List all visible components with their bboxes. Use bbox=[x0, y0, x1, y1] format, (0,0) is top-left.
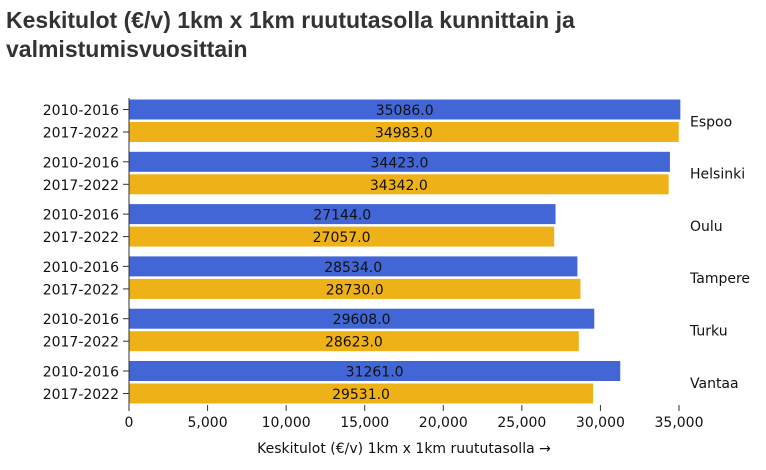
bar-value-label: 35086.0 bbox=[376, 103, 434, 119]
period-label: 2017-2022 bbox=[43, 178, 119, 194]
x-tick-label: 25,000 bbox=[497, 415, 546, 431]
bar-oulu-2010-2016 bbox=[129, 204, 556, 225]
group-label: Espoo bbox=[690, 114, 732, 130]
period-label: 2010-2016 bbox=[43, 208, 119, 224]
bar-tampere-2017-2022 bbox=[129, 278, 581, 299]
group-label: Turku bbox=[689, 323, 728, 339]
chart-title: Keskitulot (€/v) 1km x 1km ruututasolla … bbox=[6, 7, 575, 62]
period-label: 2017-2022 bbox=[43, 335, 119, 351]
bar-value-label: 31261.0 bbox=[346, 365, 404, 381]
period-label: 2017-2022 bbox=[43, 282, 119, 298]
bar-value-label: 34342.0 bbox=[370, 178, 428, 194]
period-label: 2010-2016 bbox=[43, 365, 119, 381]
x-tick-label: 20,000 bbox=[419, 415, 468, 431]
bar-vantaa-2010-2016 bbox=[129, 361, 621, 381]
bar-value-label: 29531.0 bbox=[332, 387, 390, 403]
bar-value-label: 29608.0 bbox=[333, 312, 391, 328]
bar-value-label: 28623.0 bbox=[325, 335, 383, 351]
bar-value-label: 28730.0 bbox=[326, 282, 384, 298]
x-tick-label: 35,000 bbox=[655, 415, 704, 431]
x-tick-label: 0 bbox=[125, 415, 134, 431]
group-label: Tampere bbox=[689, 271, 750, 287]
period-label: 2010-2016 bbox=[43, 260, 119, 276]
bar-value-label: 28534.0 bbox=[324, 260, 382, 276]
bar-tampere-2010-2016 bbox=[129, 256, 578, 277]
group-label: Oulu bbox=[690, 219, 723, 235]
bar-value-label: 27144.0 bbox=[313, 208, 371, 224]
bar-oulu-2017-2022 bbox=[129, 226, 555, 247]
group-label: Helsinki bbox=[690, 167, 745, 183]
bar-espoo-2010-2016 bbox=[129, 99, 681, 120]
period-label: 2010-2016 bbox=[43, 312, 119, 328]
period-label: 2010-2016 bbox=[43, 103, 119, 119]
bar-value-label: 27057.0 bbox=[313, 230, 371, 246]
bar-turku-2017-2022 bbox=[129, 331, 579, 352]
x-tick-label: 30,000 bbox=[576, 415, 625, 431]
bar-helsinki-2017-2022 bbox=[129, 174, 669, 195]
x-tick-label: 5,000 bbox=[188, 415, 228, 431]
x-tick-label: 10,000 bbox=[262, 415, 311, 431]
period-label: 2017-2022 bbox=[43, 387, 119, 403]
period-label: 2017-2022 bbox=[43, 126, 119, 142]
bar-espoo-2017-2022 bbox=[129, 122, 679, 142]
bar-helsinki-2010-2016 bbox=[129, 151, 670, 172]
bar-vantaa-2017-2022 bbox=[129, 383, 594, 404]
period-label: 2017-2022 bbox=[43, 230, 119, 246]
period-label: 2010-2016 bbox=[43, 155, 119, 171]
bar-value-label: 34423.0 bbox=[371, 155, 429, 171]
group-label: Vantaa bbox=[690, 376, 739, 392]
x-tick-label: 15,000 bbox=[340, 415, 389, 431]
bar-value-label: 34983.0 bbox=[375, 126, 433, 142]
bar-turku-2010-2016 bbox=[129, 308, 595, 329]
x-axis-title: Keskitulot (€/v) 1km x 1km ruututasolla … bbox=[257, 441, 551, 457]
